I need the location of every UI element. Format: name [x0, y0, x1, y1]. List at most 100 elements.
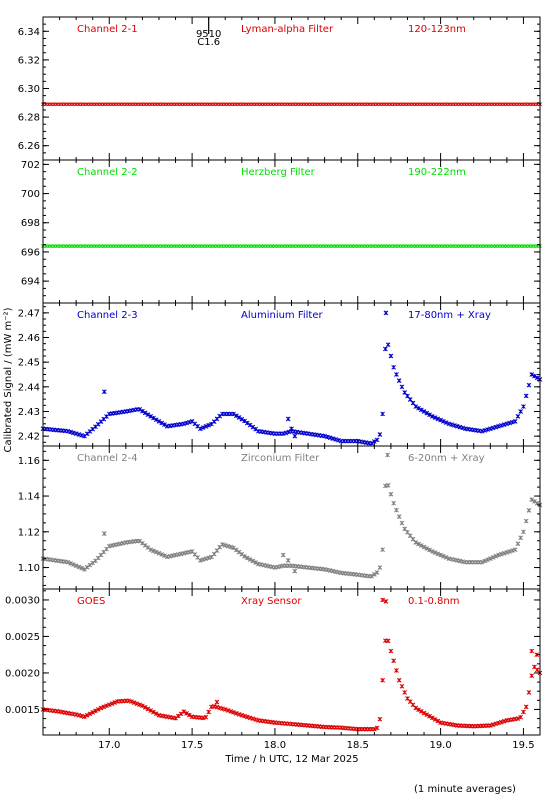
data-point — [220, 542, 225, 547]
panel-1-channel-label: Channel 2-1 — [77, 24, 138, 35]
data-point — [65, 559, 71, 565]
data-point — [140, 703, 145, 709]
data-point — [137, 702, 142, 708]
data-point — [487, 426, 493, 432]
data-point — [148, 547, 154, 553]
data-point — [521, 404, 526, 409]
panel-1-series — [41, 102, 542, 107]
data-point — [435, 416, 441, 422]
data-point — [532, 499, 537, 504]
data-point — [432, 717, 438, 722]
data-point — [460, 425, 466, 431]
data-point — [244, 555, 250, 561]
y-tick-label: 6.28 — [18, 113, 40, 124]
panel-4-filter-label: Zirconium Filter — [241, 453, 320, 464]
data-point — [421, 710, 427, 716]
data-point — [501, 422, 507, 427]
data-point — [518, 535, 524, 541]
x-tick-label: 19.0 — [429, 740, 451, 751]
data-point — [479, 559, 485, 565]
data-point — [153, 549, 159, 555]
data-point — [369, 440, 374, 446]
x-tick-label: 18.0 — [264, 740, 286, 751]
panel-5-series — [40, 597, 543, 732]
panel-4-band-label: 6-20nm + Xray — [408, 453, 485, 464]
panel-5-filter-label: Xray Sensor — [241, 596, 302, 607]
data-point — [380, 411, 385, 417]
data-point — [427, 412, 432, 418]
data-point — [247, 715, 253, 721]
data-point — [416, 707, 421, 713]
outlier-point — [289, 426, 294, 432]
y-tick-label: 1.12 — [18, 527, 40, 538]
outlier-point — [292, 568, 298, 574]
panel-5-frame — [42, 588, 541, 736]
data-point — [510, 548, 515, 553]
data-point — [371, 571, 377, 577]
panel-1-x-ticks — [42, 17, 541, 160]
data-point — [515, 716, 521, 721]
data-point — [222, 542, 228, 548]
data-point — [129, 699, 134, 704]
data-point — [534, 375, 540, 381]
data-point — [487, 556, 493, 561]
data-point — [203, 556, 209, 562]
panel-5-band-label: 0.1-0.8nm — [408, 596, 460, 607]
data-point — [443, 555, 449, 560]
data-point — [526, 382, 532, 388]
data-point — [68, 561, 73, 566]
data-point — [532, 373, 537, 379]
data-point — [153, 711, 159, 717]
data-point — [424, 712, 430, 718]
x-axis: 17.0 17.5 18.0 18.5 19.0 19.5 — [98, 740, 534, 751]
panel-5-x-ticks — [42, 589, 541, 735]
data-point — [496, 552, 501, 558]
data-point — [402, 390, 408, 395]
data-point — [250, 558, 256, 564]
data-point — [454, 423, 460, 429]
panel-5-channel-label: GOES — [77, 596, 105, 607]
y-tick-label: 2.45 — [18, 358, 40, 369]
flare-marker-label-class: C1.6 — [197, 37, 220, 48]
panel-3-channel-label: Channel 2-3 — [77, 310, 138, 321]
data-point — [441, 553, 446, 559]
data-point — [405, 393, 410, 399]
data-point — [413, 540, 419, 545]
data-point — [283, 430, 289, 436]
y-tick-label: 1.16 — [18, 456, 40, 467]
data-point — [418, 543, 424, 548]
data-point — [200, 425, 206, 430]
data-point — [98, 705, 104, 711]
data-point — [374, 437, 380, 443]
data-point — [457, 424, 463, 430]
y-tick-label: 700 — [21, 189, 40, 200]
flare-marker: 9510 C1.6 — [196, 17, 221, 48]
outlier-point — [292, 433, 298, 439]
data-point — [203, 424, 209, 429]
data-point — [73, 431, 79, 437]
x-tick-label: 19.5 — [512, 740, 534, 751]
data-point — [134, 701, 140, 707]
data-point — [151, 709, 156, 715]
panel-5-y-ticks: 0.0015 0.0020 0.0025 0.0030 — [5, 590, 540, 729]
data-point — [512, 418, 518, 424]
panel-4-y-ticks: 1.10 1.12 1.14 1.16 — [18, 450, 540, 586]
data-point — [383, 346, 388, 352]
y-tick-label: 694 — [21, 277, 40, 288]
y-tick-label: 702 — [21, 160, 40, 171]
data-point — [529, 497, 535, 502]
data-point — [385, 342, 391, 348]
y-tick-label: 6.34 — [18, 27, 40, 38]
data-point — [71, 562, 76, 567]
data-point — [112, 700, 118, 705]
y-tick-label: 6.32 — [18, 55, 40, 66]
y-axis-label: Calibrated Signal / (mW m⁻²) — [3, 307, 14, 452]
data-point — [479, 428, 485, 434]
panel-1: 6.26 6.28 6.30 6.32 6.34 Channel 2-1 Lyman-alp… — [18, 16, 542, 161]
data-point — [84, 712, 90, 718]
data-point — [391, 658, 397, 664]
data-point — [336, 437, 341, 443]
data-point — [394, 668, 399, 673]
panel-2: 694 696 698 700 702 Channel 2-2 Herzberg Filte… — [21, 159, 542, 304]
data-point — [156, 418, 162, 424]
